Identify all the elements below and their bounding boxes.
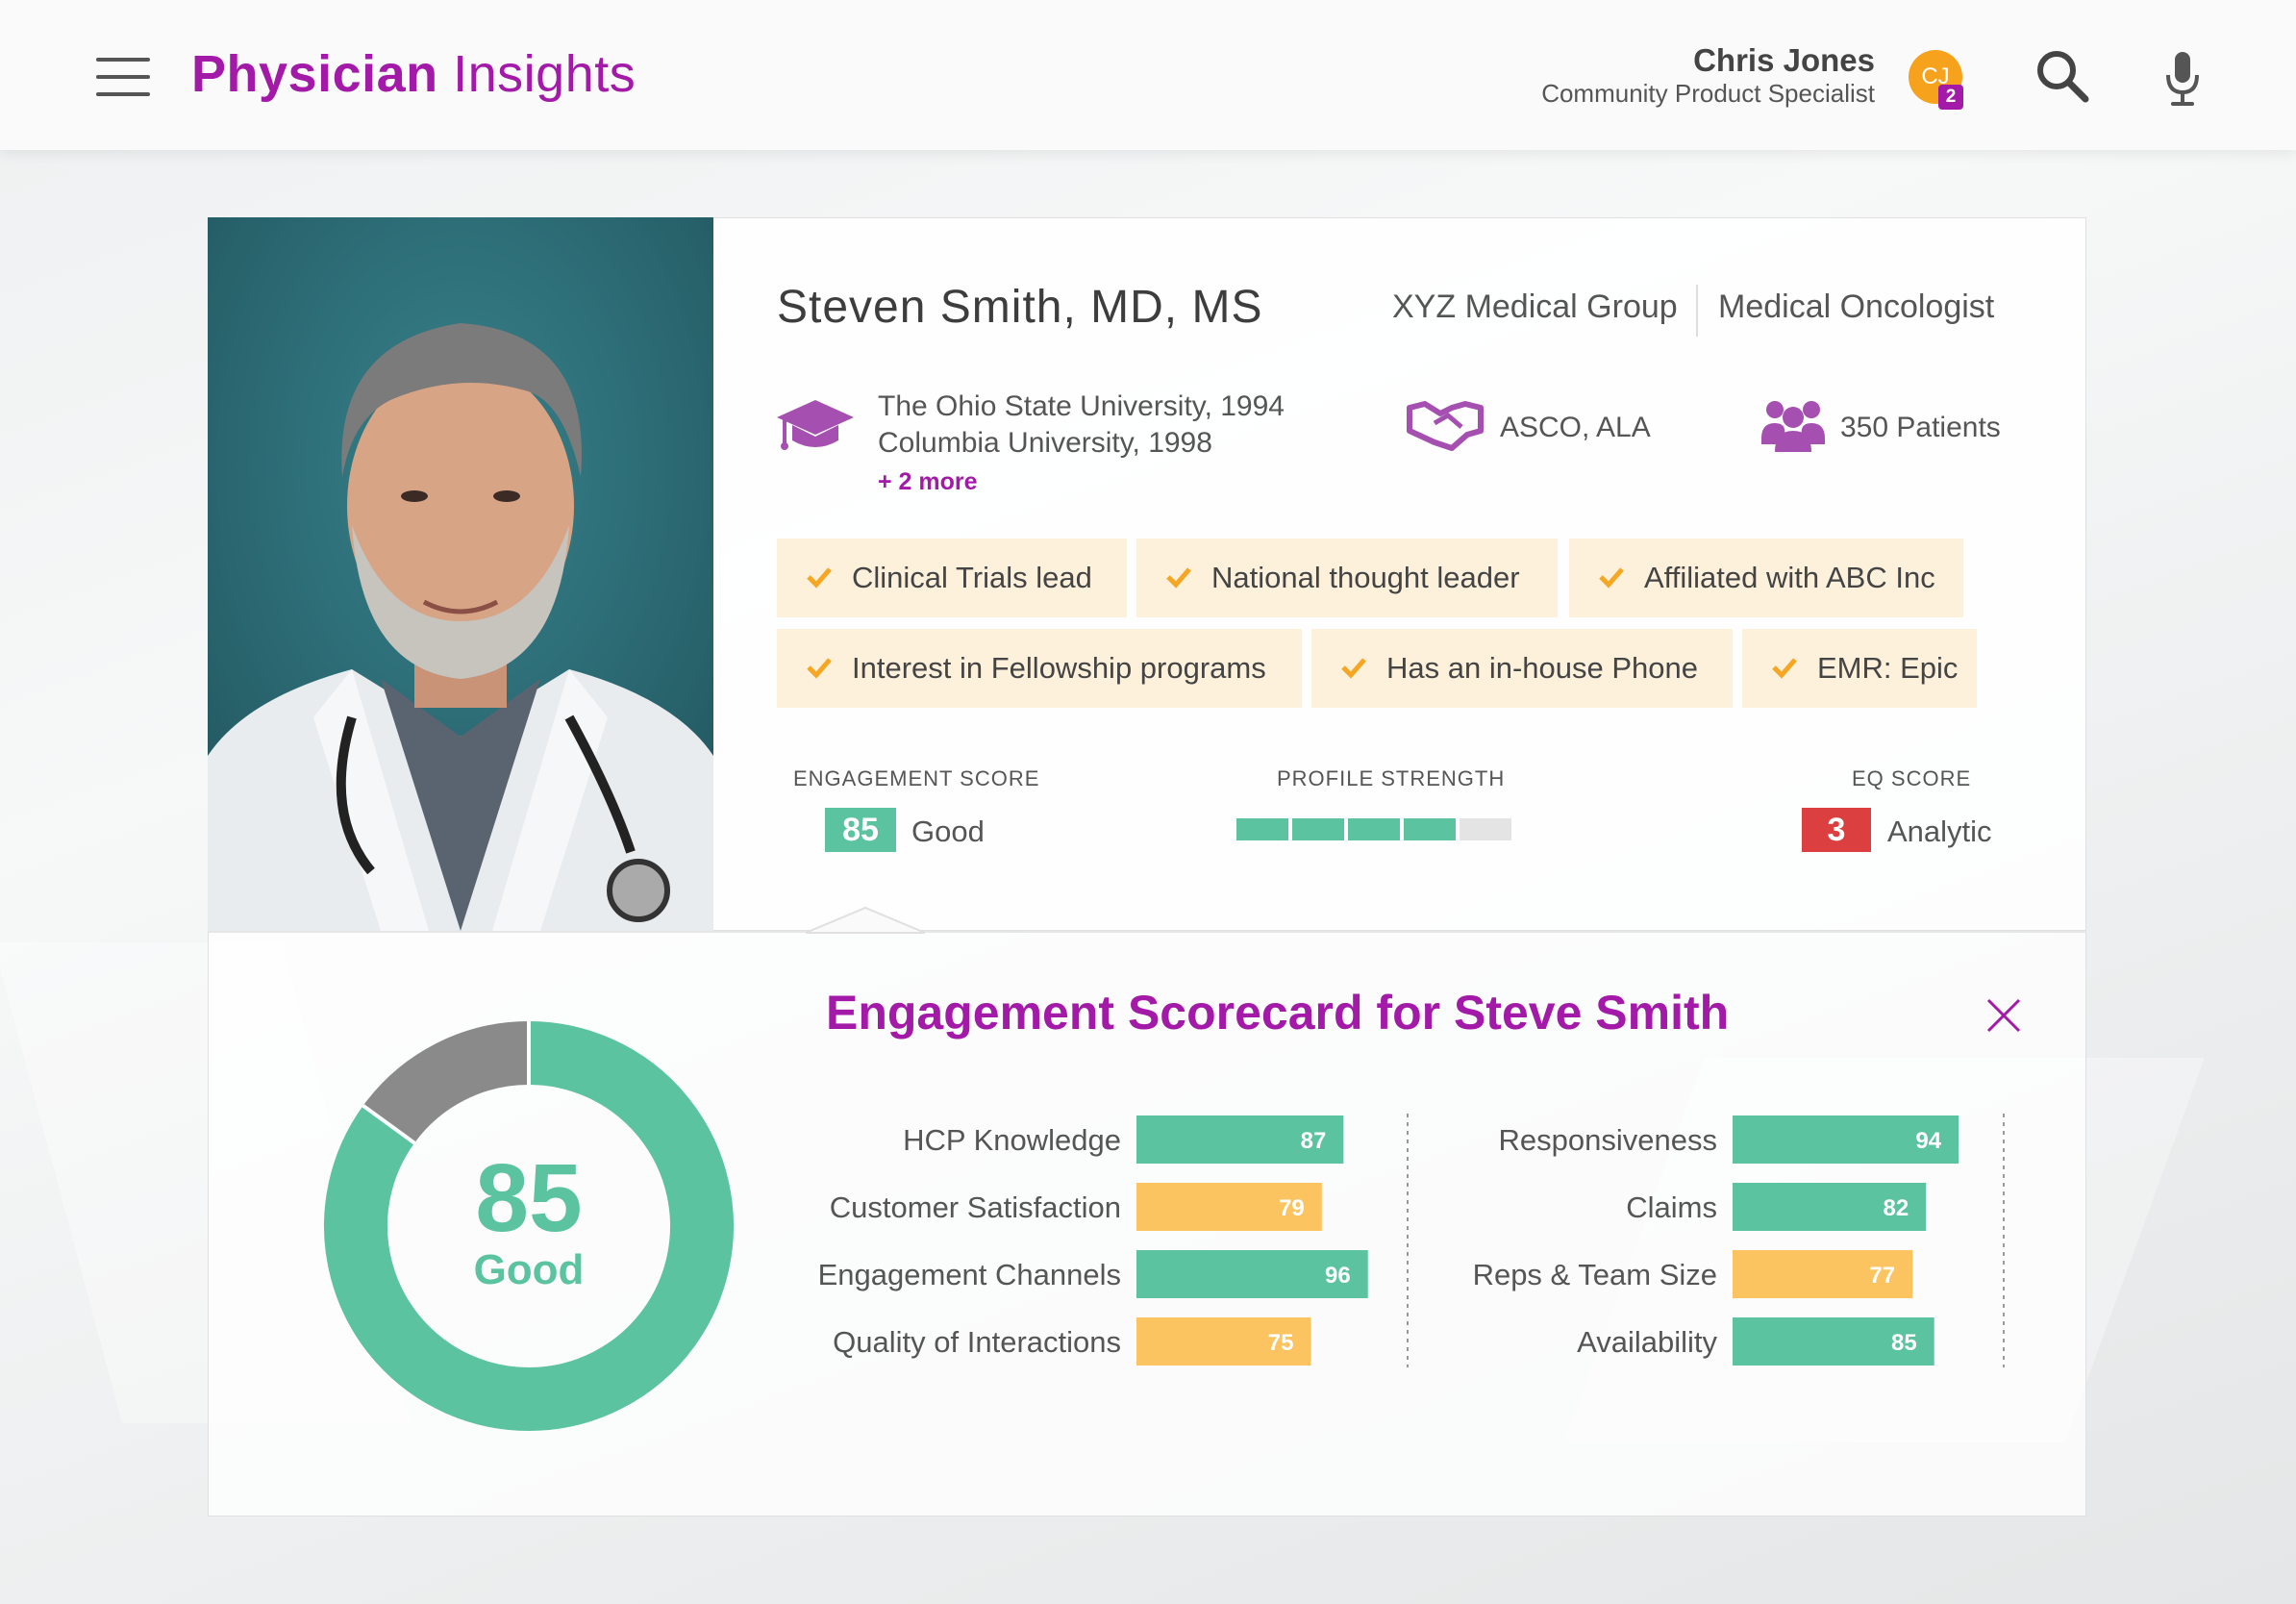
profile-tag: National thought leader [1136, 539, 1558, 617]
eq-score-badge: 3 [1802, 808, 1871, 852]
divider [1696, 285, 1698, 337]
search-icon[interactable] [2034, 48, 2090, 104]
profile-tag: EMR: Epic [1742, 629, 1977, 708]
graduation-cap-icon [777, 400, 854, 450]
profile-strength-segment [1348, 818, 1400, 840]
donut-slice [324, 1021, 734, 1431]
app-title-bold: Physician [191, 45, 438, 103]
profile-tag: Has an in-house Phone [1311, 629, 1733, 708]
profile-strength-segment [1460, 818, 1511, 840]
donut-slice [362, 1021, 530, 1144]
checkmark-icon [1772, 658, 1797, 679]
menu-icon[interactable] [96, 58, 150, 96]
patient-count: 350 Patients [1840, 412, 2001, 443]
app-title: Physician Insights [191, 44, 636, 104]
profile-strength-label: PROFILE STRENGTH [1277, 766, 1506, 790]
profile-strength-segment [1292, 818, 1344, 840]
engagement-donut-chart [324, 1021, 734, 1431]
user-name: Chris Jones [1693, 42, 1875, 78]
checkmark-icon [1166, 567, 1191, 589]
donut-rating: Good [473, 1246, 585, 1293]
profile-tag-label: EMR: Epic [1817, 651, 1959, 685]
organization: XYZ Medical Group [1392, 288, 1678, 325]
donut-slice-separator [362, 1104, 416, 1145]
patients-group-icon [1761, 401, 1825, 452]
avatar[interactable]: CJ [1909, 50, 1962, 104]
profile-tag-label: National thought leader [1211, 561, 1520, 594]
profile-tag: Interest in Fellowship programs [777, 629, 1302, 708]
profile-tag-label: Clinical Trials lead [852, 561, 1092, 594]
more-education-link[interactable]: + 2 more [878, 468, 978, 495]
eq-score-label: EQ SCORE [1852, 766, 1972, 790]
physician-name: Steven Smith, MD, MS [777, 282, 1263, 333]
engagement-score-badge: 85 [825, 808, 896, 852]
donut-score: 85 [475, 1144, 583, 1252]
checkmark-icon [807, 567, 832, 589]
engagement-rating: Good [911, 815, 985, 848]
education-item: Columbia University, 1998 [878, 427, 1212, 459]
engagement-score-label: ENGAGEMENT SCORE [793, 766, 1040, 790]
close-icon[interactable] [1984, 996, 2023, 1035]
checkmark-icon [1341, 658, 1366, 679]
profile-tag: Clinical Trials lead [777, 539, 1127, 617]
profile-strength-segment [1404, 818, 1456, 840]
profile-tag: Affiliated with ABC Inc [1569, 539, 1963, 617]
top-navigation-bar: Physician Insights Chris Jones Community… [0, 0, 2296, 150]
profile-strength-segment [1236, 818, 1288, 840]
handshake-icon [1407, 401, 1484, 451]
physician-photo [208, 217, 713, 931]
profile-tag-label: Interest in Fellowship programs [852, 651, 1266, 685]
microphone-icon[interactable] [2163, 50, 2202, 108]
education-item: The Ohio State University, 1994 [878, 390, 1285, 422]
user-role: Community Product Specialist [1541, 79, 1875, 108]
associations: ASCO, ALA [1500, 412, 1651, 443]
checkmark-icon [1599, 567, 1624, 589]
profile-tag-label: Has an in-house Phone [1386, 651, 1699, 685]
eq-rating: Analytic [1887, 815, 1992, 848]
panel-pointer [806, 906, 925, 934]
checkmark-icon [807, 658, 832, 679]
notification-badge: 2 [1938, 85, 1963, 110]
scorecard-title: Engagement Scorecard for Steve Smith [826, 986, 1730, 1040]
profile-tag-label: Affiliated with ABC Inc [1644, 561, 1935, 594]
specialty: Medical Oncologist [1718, 288, 1995, 325]
app-title-light: Insights [453, 45, 636, 103]
